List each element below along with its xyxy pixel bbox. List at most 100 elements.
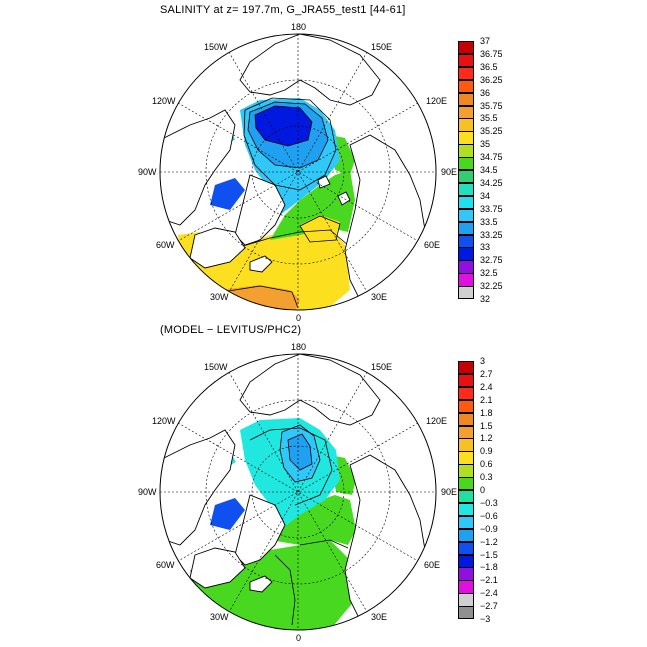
- colorbar-label: 33.75: [480, 203, 503, 214]
- colorbar-label: 1.8: [480, 407, 493, 418]
- colorbar-swatch: [458, 490, 474, 504]
- colorbar-swatch: [458, 412, 474, 426]
- colorbar-swatch: [458, 580, 474, 594]
- colorbar-label: 32.75: [480, 255, 503, 266]
- colorbar-swatch: [458, 386, 474, 401]
- colorbar-label: 3: [480, 356, 486, 366]
- lon-label-120w: 120W: [152, 416, 176, 426]
- colorbar-swatch: [458, 515, 474, 530]
- colorbar-label: 35.75: [480, 100, 503, 111]
- colorbar-label: 0: [480, 485, 486, 495]
- colorbar-swatch: [458, 260, 474, 274]
- colorbar-label: 35.5: [480, 113, 498, 124]
- colorbar-swatch: [458, 361, 474, 375]
- lon-label-60e: 60E: [424, 240, 441, 250]
- colorbar-swatch: [458, 182, 474, 197]
- colorbar-swatch: [458, 208, 474, 223]
- lon-label-30w: 30W: [210, 292, 229, 302]
- colorbar-swatch: [458, 438, 474, 452]
- colorbar-label: 36.5: [480, 61, 498, 72]
- colorbar-label: 2.1: [480, 394, 493, 405]
- lon-label-90w: 90W: [138, 167, 157, 177]
- colorbar-label: 34.75: [480, 152, 503, 163]
- colorbar-label: 32: [480, 294, 491, 304]
- colorbar-label: −0.9: [480, 523, 498, 534]
- colorbar-label: −3: [480, 614, 491, 624]
- colorbar-swatch: [458, 541, 474, 555]
- colorbar-swatch: [458, 131, 474, 145]
- colorbar-swatch: [458, 92, 474, 106]
- colorbar-label: 34.25: [480, 177, 503, 188]
- colorbar-label: −1.2: [480, 536, 498, 547]
- bottom-colorbar: 3 2.7 2.4 2.1 1.8 1.5 1.2 0.9 0.6 0.3 0 −0.3 −0.6 −0.…: [458, 357, 538, 624]
- lon-label-90e: 90E: [441, 167, 458, 177]
- lon-label-180: 180: [291, 342, 307, 352]
- lon-label-90w: 90W: [138, 487, 157, 497]
- lon-label-60e: 60E: [424, 560, 441, 570]
- lon-label-150w: 150W: [204, 362, 228, 372]
- colorbar-swatch: [458, 79, 474, 94]
- colorbar-label: 1.2: [480, 433, 493, 444]
- colorbar-swatch: [458, 477, 474, 491]
- colorbar-swatch: [458, 451, 474, 465]
- bottom-map-title: (MODEL − LEVITUS/PHC2): [160, 324, 302, 336]
- colorbar-label: −2.7: [480, 601, 498, 612]
- colorbar-label: 35: [480, 139, 491, 150]
- colorbar-swatch: [458, 286, 474, 300]
- lon-label-150e: 150E: [371, 362, 393, 372]
- colorbar-swatch: [458, 66, 474, 81]
- bottom-polar-map: [160, 354, 436, 630]
- colorbar-swatch: [458, 170, 474, 184]
- lon-label-0: 0: [296, 633, 302, 643]
- colorbar-swatch: [458, 247, 474, 261]
- lon-label-30e: 30E: [371, 292, 388, 302]
- colorbar-label: 37: [480, 36, 491, 46]
- colorbar-swatch: [458, 502, 474, 517]
- colorbar-label: −0.6: [480, 510, 498, 521]
- colorbar-swatch: [458, 554, 474, 568]
- colorbar-swatch: [458, 53, 474, 68]
- colorbar-label: 36.25: [480, 74, 503, 85]
- colorbar-swatch: [458, 195, 474, 210]
- colorbar-label: 32.25: [480, 281, 503, 292]
- colorbar-label: −0.3: [480, 497, 498, 508]
- lon-label-150w: 150W: [204, 42, 228, 52]
- lon-label-30e: 30E: [371, 612, 388, 622]
- lon-label-90e: 90E: [441, 487, 458, 497]
- colorbar-label: 35.25: [480, 126, 503, 137]
- colorbar-swatch: [458, 41, 474, 55]
- colorbar-swatch: [458, 157, 474, 171]
- colorbar-label: 32.5: [480, 268, 498, 279]
- colorbar-label: −2.1: [480, 575, 498, 586]
- colorbar-label: 34: [480, 190, 491, 201]
- colorbar-label: 2.4: [480, 381, 493, 392]
- lon-label-60w: 60W: [156, 240, 175, 250]
- colorbar-label: 1.5: [480, 420, 493, 431]
- top-map-title: SALINITY at z= 197.7m, G_JRA55_test1 [44…: [160, 4, 406, 16]
- lon-label-180: 180: [291, 22, 307, 32]
- lon-label-0: 0: [296, 313, 302, 323]
- colorbar-label: 33.25: [480, 229, 503, 240]
- colorbar-swatch: [458, 144, 474, 158]
- colorbar-swatch: [458, 273, 474, 287]
- colorbar-swatch: [458, 373, 474, 388]
- lon-label-30w: 30W: [210, 612, 229, 622]
- colorbar-label: −1.8: [480, 562, 498, 573]
- colorbar-label: 34.5: [480, 165, 498, 175]
- colorbar-swatch: [458, 567, 474, 581]
- colorbar-swatch: [458, 105, 474, 119]
- colorbar-label: 36.75: [480, 48, 503, 59]
- colorbar-swatch: [458, 399, 474, 414]
- lon-label-120w: 120W: [152, 96, 176, 106]
- colorbar-swatch: [458, 118, 474, 132]
- colorbar-label: 33.5: [480, 216, 498, 227]
- colorbar-label: 0.9: [480, 446, 493, 457]
- colorbar-label: 33: [480, 242, 491, 253]
- colorbar-swatch: [458, 234, 474, 248]
- colorbar-label: 0.3: [480, 472, 493, 483]
- lon-label-60w: 60W: [156, 560, 175, 570]
- lon-label-150e: 150E: [371, 42, 393, 52]
- colorbar-label: 36: [480, 87, 491, 98]
- colorbar-swatch: [458, 606, 474, 620]
